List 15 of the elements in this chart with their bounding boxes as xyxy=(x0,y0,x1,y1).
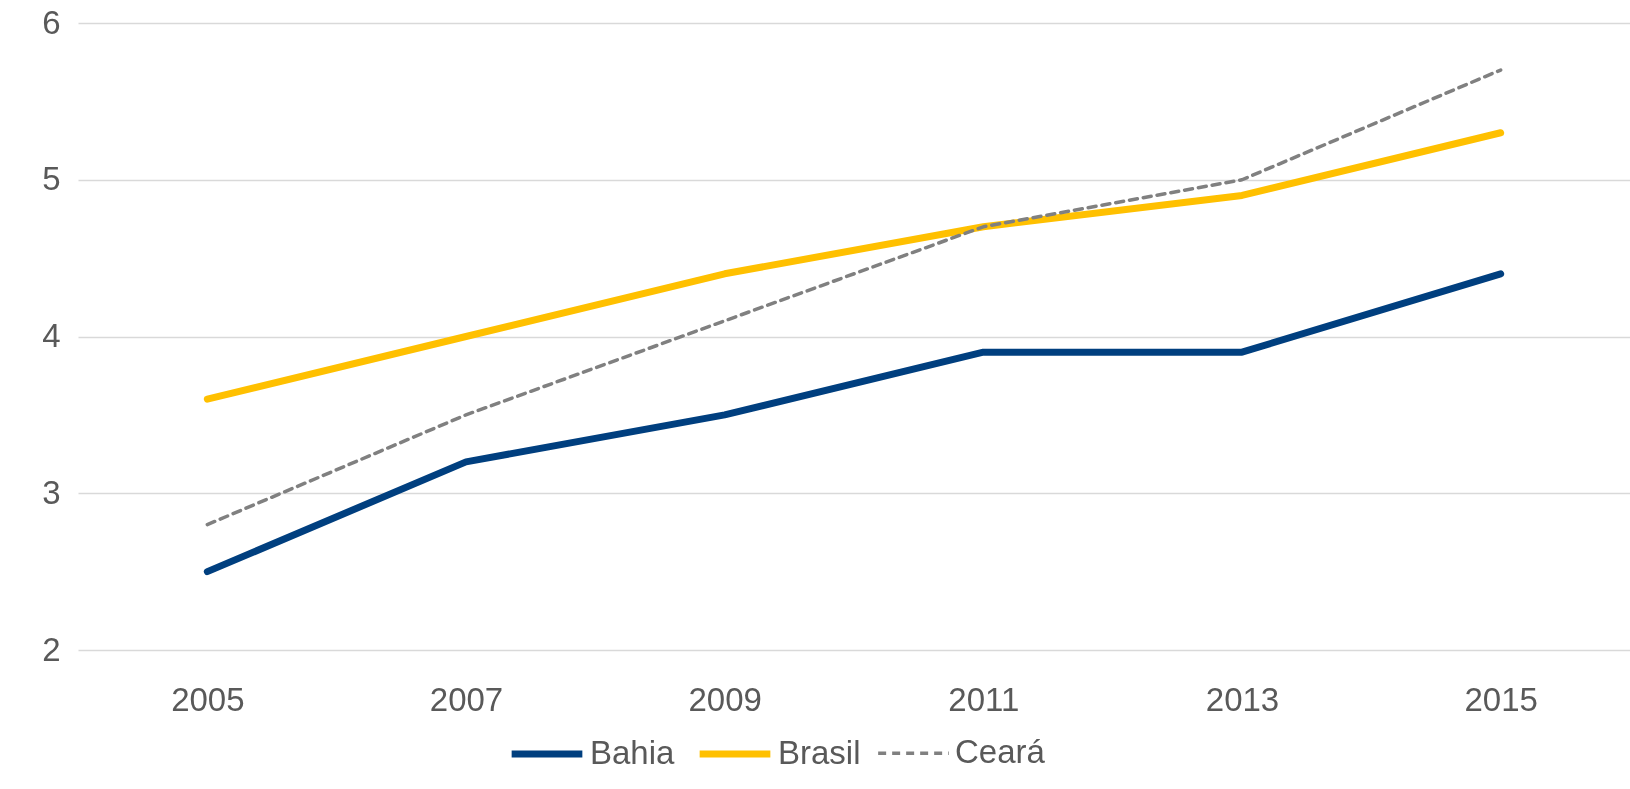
line-series xyxy=(205,68,1503,527)
x-tick-label: 2015 xyxy=(1464,680,1538,718)
legend-label: Bahia xyxy=(590,734,676,771)
x-tick-label: 2007 xyxy=(429,680,504,718)
y-tick-label: 3 xyxy=(42,473,61,511)
y-tick-label: 2 xyxy=(42,630,61,668)
x-tick-label: 2009 xyxy=(688,680,762,718)
x-tick-label: 2013 xyxy=(1205,680,1280,718)
y-tick-label: 6 xyxy=(42,3,61,41)
y-tick-label: 4 xyxy=(42,317,61,354)
legend-label: Ceará xyxy=(955,733,1046,771)
y-tick-label: 5 xyxy=(42,160,61,198)
legend-label: Brasil xyxy=(778,734,861,771)
x-tick-label: 2011 xyxy=(948,680,1020,718)
x-tick-label: 2005 xyxy=(171,680,245,718)
